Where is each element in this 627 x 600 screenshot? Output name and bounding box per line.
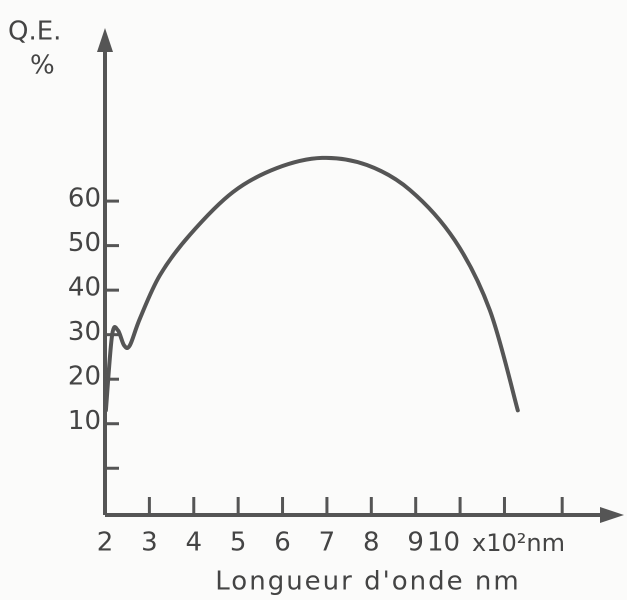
x-tick-label: 8: [363, 528, 380, 558]
x-tick-label: 2: [97, 528, 114, 558]
x-axis-arrow: [600, 507, 624, 523]
x-tick-label: 5: [230, 528, 247, 558]
x-tick-label: 3: [141, 528, 158, 558]
y-tick-label: 20: [68, 362, 101, 392]
x-axis-label: Longueur d'onde nm: [215, 567, 520, 597]
y-axis-label: Q.E.: [8, 17, 61, 47]
y-tick-label: 40: [68, 273, 101, 303]
y-tick-label: 10: [68, 406, 101, 436]
x-tick-label: 10: [427, 528, 460, 558]
x-tick-label: 9: [407, 528, 424, 558]
y-tick-label: 50: [68, 228, 101, 258]
x-tick-label: 4: [185, 528, 202, 558]
y-tick-label: 60: [68, 184, 101, 214]
y-axis-unit: %: [30, 51, 55, 81]
x-axis-unit: x10²nm: [472, 529, 565, 557]
y-axis-arrow: [97, 28, 113, 52]
qe-curve: [103, 155, 520, 413]
y-tick-label: 30: [68, 317, 101, 347]
x-tick-label: 7: [319, 528, 336, 558]
x-tick-label: 6: [274, 528, 291, 558]
